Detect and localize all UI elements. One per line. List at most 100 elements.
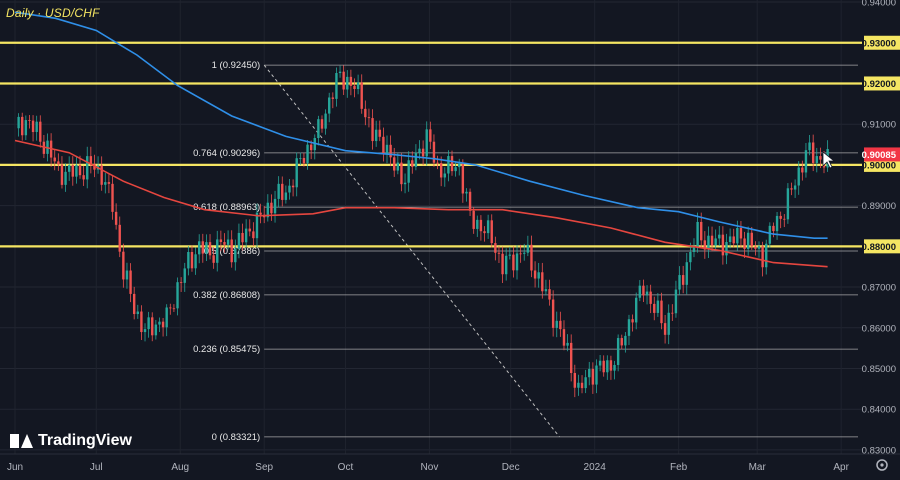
candle-body xyxy=(465,191,468,194)
candle-body xyxy=(219,239,223,243)
candle-body xyxy=(82,175,85,180)
candle-body xyxy=(328,97,331,114)
candle-body xyxy=(472,210,475,229)
candle-body xyxy=(223,242,226,245)
candle-body xyxy=(277,183,280,199)
candle-body xyxy=(804,150,808,173)
candle-body xyxy=(212,255,215,263)
candle-body xyxy=(479,219,483,232)
candle-body xyxy=(421,148,425,157)
candle-body xyxy=(757,246,761,249)
candle-body xyxy=(75,164,78,177)
candle-body xyxy=(64,171,67,185)
candle-body xyxy=(631,319,634,323)
candle-body xyxy=(555,320,558,328)
candle-body xyxy=(490,220,493,244)
candle-body xyxy=(255,212,259,239)
candle-body xyxy=(801,167,804,173)
candle-body xyxy=(31,120,35,133)
tradingview-logo-text: TradingView xyxy=(38,432,132,449)
candle-body xyxy=(385,144,389,154)
candle-body xyxy=(768,225,772,244)
candle-body xyxy=(674,289,678,314)
level-price-label: 0.92000 xyxy=(862,79,896,90)
y-axis: 0.94000 0.91000 0.89000 0.87000 0.86000 0.850… xyxy=(862,0,900,456)
candle-body xyxy=(396,162,400,171)
candle-body xyxy=(819,156,822,160)
candle-body xyxy=(739,227,743,239)
candle-body xyxy=(775,215,779,232)
candle-body xyxy=(541,272,544,292)
candle-body xyxy=(151,317,154,336)
candle-body xyxy=(515,253,519,271)
settings-gear-icon[interactable] xyxy=(876,459,888,471)
y-axis-background xyxy=(862,0,900,454)
candle-body xyxy=(450,156,454,172)
candle-body xyxy=(458,163,461,168)
candle-body xyxy=(299,157,302,159)
candle-body xyxy=(530,244,533,271)
candle-body xyxy=(140,311,143,333)
candle-body xyxy=(60,164,64,185)
x-axis[interactable]: Jun Jul Aug Sep Oct Nov Dec 2024 Feb Mar Apr xyxy=(7,462,850,473)
candle-body xyxy=(537,272,540,279)
last-price-label: 0.90085 xyxy=(862,150,897,161)
candle-body xyxy=(39,121,42,142)
candle-body xyxy=(104,182,107,185)
candle-body xyxy=(364,108,367,118)
candle-body xyxy=(609,360,613,371)
candle-body xyxy=(389,144,392,158)
candle-body xyxy=(707,235,710,250)
x-tick-label: Feb xyxy=(670,462,688,473)
candle-body xyxy=(624,335,627,346)
candle-body xyxy=(566,342,569,346)
candle-body xyxy=(194,254,197,269)
y-tick-label: 0.94000 xyxy=(862,0,896,9)
grid xyxy=(0,0,862,454)
candle-body xyxy=(266,202,270,218)
candle-body xyxy=(187,252,190,269)
candle-body xyxy=(736,227,739,244)
candle-body xyxy=(649,291,652,304)
candle-body xyxy=(320,119,324,129)
candle-body xyxy=(443,173,446,178)
candle-body xyxy=(338,71,342,74)
candle-body xyxy=(161,321,165,328)
candle-body xyxy=(689,252,692,263)
candle-body xyxy=(122,251,125,280)
candle-body xyxy=(317,119,320,139)
x-tick-label: Mar xyxy=(749,462,767,473)
tradingview-logo: TradingView xyxy=(10,432,132,450)
fib-level-label: 0.618 (0.88963) xyxy=(193,202,260,213)
candle-body xyxy=(728,236,732,243)
candle-body xyxy=(504,255,508,275)
candle-body xyxy=(356,82,360,89)
candle-body xyxy=(569,342,573,374)
candle-body xyxy=(183,268,186,283)
candle-body xyxy=(696,221,699,248)
fib-level-label: 0.764 (0.90296) xyxy=(193,148,260,159)
candle-body xyxy=(725,242,728,256)
y-tick-label: 0.84000 xyxy=(862,405,896,416)
candle-body xyxy=(681,275,685,285)
moving-averages xyxy=(14,11,828,268)
candle-body xyxy=(378,129,381,137)
candle-body xyxy=(656,300,660,313)
candle-body xyxy=(544,289,548,292)
candle-body xyxy=(620,338,623,346)
candle-body xyxy=(793,185,797,190)
candle-body xyxy=(508,254,511,256)
fib-level-label: 1 (0.92450) xyxy=(212,60,261,71)
candle-body xyxy=(580,382,584,389)
candle-body xyxy=(111,183,114,212)
candle-body xyxy=(346,76,349,90)
candle-body xyxy=(526,244,530,253)
candle-body xyxy=(53,157,56,162)
candle-body xyxy=(335,73,338,99)
candle-body xyxy=(551,299,555,328)
candle-body xyxy=(616,338,620,365)
y-tick-label: 0.86000 xyxy=(862,323,896,334)
candle-body xyxy=(533,270,537,279)
candle-body xyxy=(259,212,262,215)
candle-body xyxy=(291,185,295,188)
